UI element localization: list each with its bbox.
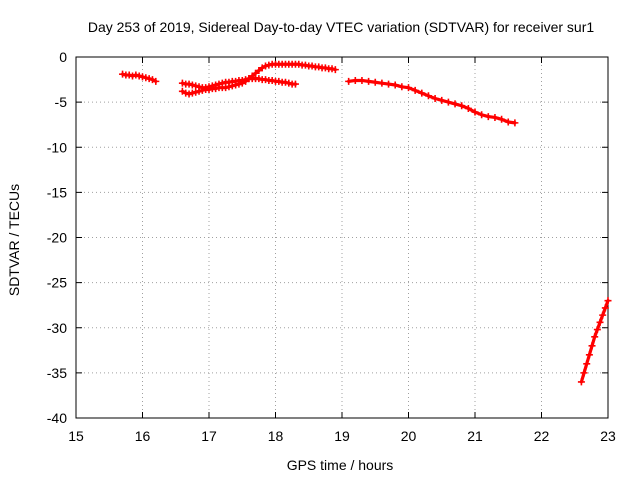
y-tick-label: -30 — [47, 320, 67, 336]
data-points — [119, 60, 612, 386]
y-tick-label: 0 — [59, 49, 67, 65]
x-tick-label: 22 — [534, 428, 550, 444]
grid-lines — [76, 57, 608, 418]
x-tick-label: 15 — [68, 428, 84, 444]
x-tick-label: 16 — [135, 428, 151, 444]
x-tick-label: 19 — [334, 428, 350, 444]
data-point-trail — [603, 299, 610, 310]
x-tick-label: 23 — [600, 428, 616, 444]
data-point-trail — [150, 77, 158, 83]
x-tick-label: 20 — [401, 428, 417, 444]
y-tick-label: -5 — [55, 94, 68, 110]
x-tick-label: 21 — [467, 428, 483, 444]
y-axis-label: SDTVAR / TECUs — [6, 184, 22, 296]
y-tick-label: -35 — [47, 365, 67, 381]
y-tick-label: -15 — [47, 184, 67, 200]
x-tick-label: 17 — [201, 428, 217, 444]
x-tick-label: 18 — [268, 428, 284, 444]
x-axis-label: GPS time / hours — [287, 457, 394, 473]
y-tick-label: -20 — [47, 230, 67, 246]
series-arc-1 — [119, 70, 160, 85]
x-tick-labels: 15 16 17 18 19 20 21 22 23 — [68, 428, 616, 444]
y-tick-label: -25 — [47, 275, 67, 291]
series-arc-5 — [577, 297, 612, 386]
chart-title: Day 253 of 2019, Sidereal Day-to-day VTE… — [88, 19, 594, 35]
y-tick-label: -40 — [47, 410, 67, 426]
data-point-trail — [506, 120, 517, 125]
series-arc-4 — [345, 76, 519, 127]
y-tick-labels: 0 -5 -10 -15 -20 -25 -30 -35 -40 — [47, 49, 67, 426]
y-tick-label: -10 — [47, 139, 67, 155]
data-point-trail — [330, 67, 337, 72]
tick-marks — [75, 56, 609, 419]
series-arc-3 — [178, 60, 339, 98]
